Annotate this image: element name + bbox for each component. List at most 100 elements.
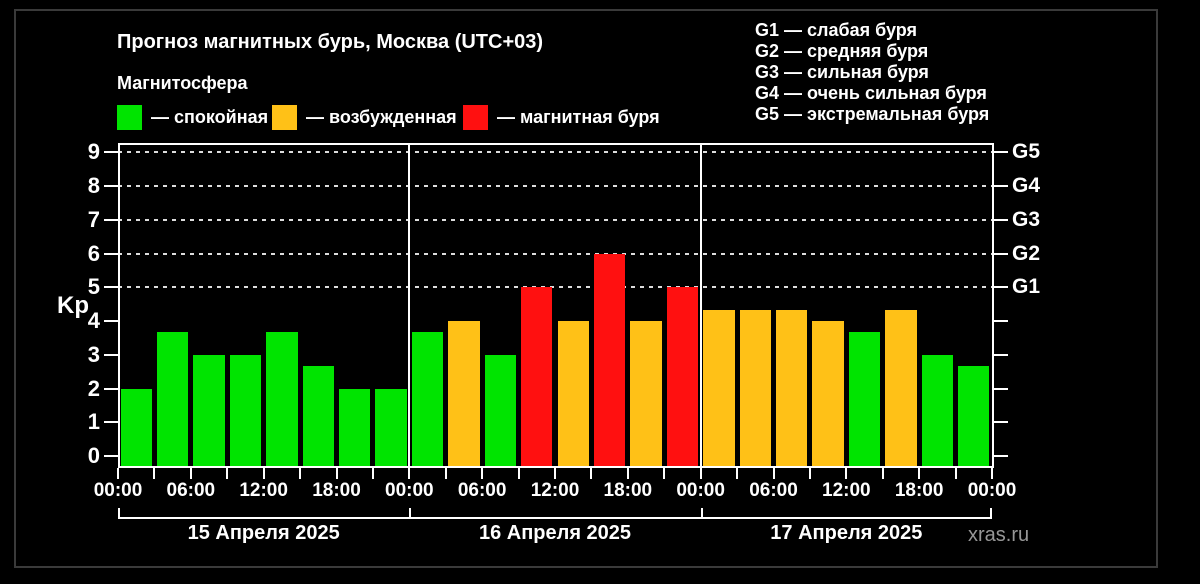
y-tick-label-2: 2 [87,375,100,401]
y-tick-label-0: 0 [87,443,100,468]
x-tick-11 [517,468,520,479]
gridline-kp5 [118,286,992,289]
kp-bar-day3-slot4 [812,321,844,466]
x-tick-label-6: 12:00 [530,480,580,501]
kp-bar-day3-slot5 [848,332,881,466]
legend-label-excited: — возбужденная [306,107,457,127]
legend-item-excited: — возбужденная [272,105,457,130]
x-tick-15 [663,468,666,479]
y-tick-left-3 [104,353,118,356]
y-tick-label-7: 7 [87,206,100,232]
y-tick-label-5: 5 [87,274,100,300]
y-tick-label-9: 9 [87,139,100,165]
y-axis-label-kp: Kp [57,292,89,319]
gridline-kp7 [118,218,992,221]
kp-bar-day2-slot3 [484,354,517,466]
kp-bar-day3-slot8 [958,365,990,466]
x-tick-10 [481,468,484,479]
x-tick-5 [299,468,302,479]
x-tick-1 [153,468,156,479]
kp-bar-day1-slot2 [156,332,189,466]
x-axis [118,466,994,468]
x-tick-label-9: 06:00 [749,480,798,501]
x-tick-label-1: 06:00 [166,480,216,501]
y-tick-right-4 [994,320,1008,322]
y-tick-left-9 [104,151,118,154]
kp-bar-day3-slot6 [885,309,917,466]
g-scale-legend: G1 — слабая буря G2 — средняя буря G3 — … [755,20,989,125]
y-tick-right-5 [994,286,1008,289]
y-tick-label-1: 1 [87,409,100,435]
legend-item-quiet: — спокойная [117,105,268,130]
magnetosphere-label: Магнитосфера [117,73,248,93]
y-tick-right-9 [994,151,1008,154]
x-tick-label-12: 00:00 [967,480,1017,501]
day-separator-1 [408,143,411,466]
kp-bar-day2-slot4 [521,287,553,466]
day-label-2: 16 Апреля 2025 [478,522,632,544]
x-tick-4 [262,468,265,479]
day-bracket-end-3 [990,508,992,519]
gridline-kp8 [118,185,992,187]
day-label-3: 17 Апреля 2025 [770,522,923,544]
g-level-label-g2: G2 [1012,241,1041,265]
x-tick-22 [918,468,921,479]
quiet-color-swatch [117,105,142,130]
legend-label-quiet: — спокойная [151,107,269,127]
day-label-1: 15 Апреля 2025 [187,522,340,544]
x-tick-3 [226,468,229,479]
x-tick-label-2: 12:00 [239,480,288,501]
x-tick-label-3: 18:00 [312,480,361,501]
kp-bar-day2-slot8 [666,287,699,466]
kp-bar-day2-slot1 [411,332,444,466]
day-separator-2 [699,143,702,466]
x-tick-label-11: 18:00 [894,480,944,501]
kp-bar-day3-slot7 [921,354,954,466]
legend-item-storm: — магнитная буря [463,105,660,130]
kp-bar-day1-slot6 [302,365,334,466]
kp-bar-day1-slot1 [120,388,152,466]
y-tick-right-6 [994,252,1008,255]
kp-bar-day3-slot1 [703,309,735,466]
outer-frame [14,9,1158,568]
y-tick-left-2 [104,387,118,390]
kp-bar-day1-slot5 [266,332,298,466]
x-tick-14 [626,468,629,479]
y-tick-right-8 [994,185,1008,187]
x-tick-6 [335,468,338,479]
y-tick-label-4: 4 [87,308,100,333]
day-bracket-end-1 [409,508,412,519]
y-tick-left-0 [104,455,118,457]
x-tick-18 [772,468,775,479]
y-tick-label-8: 8 [87,173,100,198]
x-tick-7 [371,468,374,479]
g-scale-row-g2: G2 — средняя буря [755,41,929,61]
x-tick-0 [117,468,119,479]
legend-label-storm: — магнитная буря [497,107,660,127]
x-tick-12 [554,468,556,479]
x-tick-label-10: 12:00 [822,480,871,501]
kp-bar-day3-slot2 [739,309,771,466]
g-scale-row-g5: G5 — экстремальная буря [755,104,990,124]
y-tick-left-6 [104,252,118,255]
y-axis-right [992,143,994,468]
x-tick-20 [845,468,848,479]
y-tick-label-3: 3 [87,341,100,367]
y-tick-label-6: 6 [87,240,100,266]
kp-bar-day1-slot3 [193,354,225,466]
x-tick-label-0: 00:00 [93,480,143,501]
g-level-label-g4: G4 [1012,174,1041,197]
excited-color-swatch [272,105,297,130]
x-tick-24 [991,468,993,479]
y-tick-left-7 [104,218,118,221]
y-tick-left-4 [104,320,118,322]
y-tick-right-3 [994,353,1008,356]
y-tick-right-7 [994,218,1008,221]
y-axis-left [118,143,120,468]
x-tick-13 [590,468,593,479]
kp-bar-day1-slot8 [375,388,407,466]
x-tick-19 [808,468,811,479]
y-tick-right-2 [994,387,1008,390]
g-level-label-g1: G1 [1012,275,1041,299]
